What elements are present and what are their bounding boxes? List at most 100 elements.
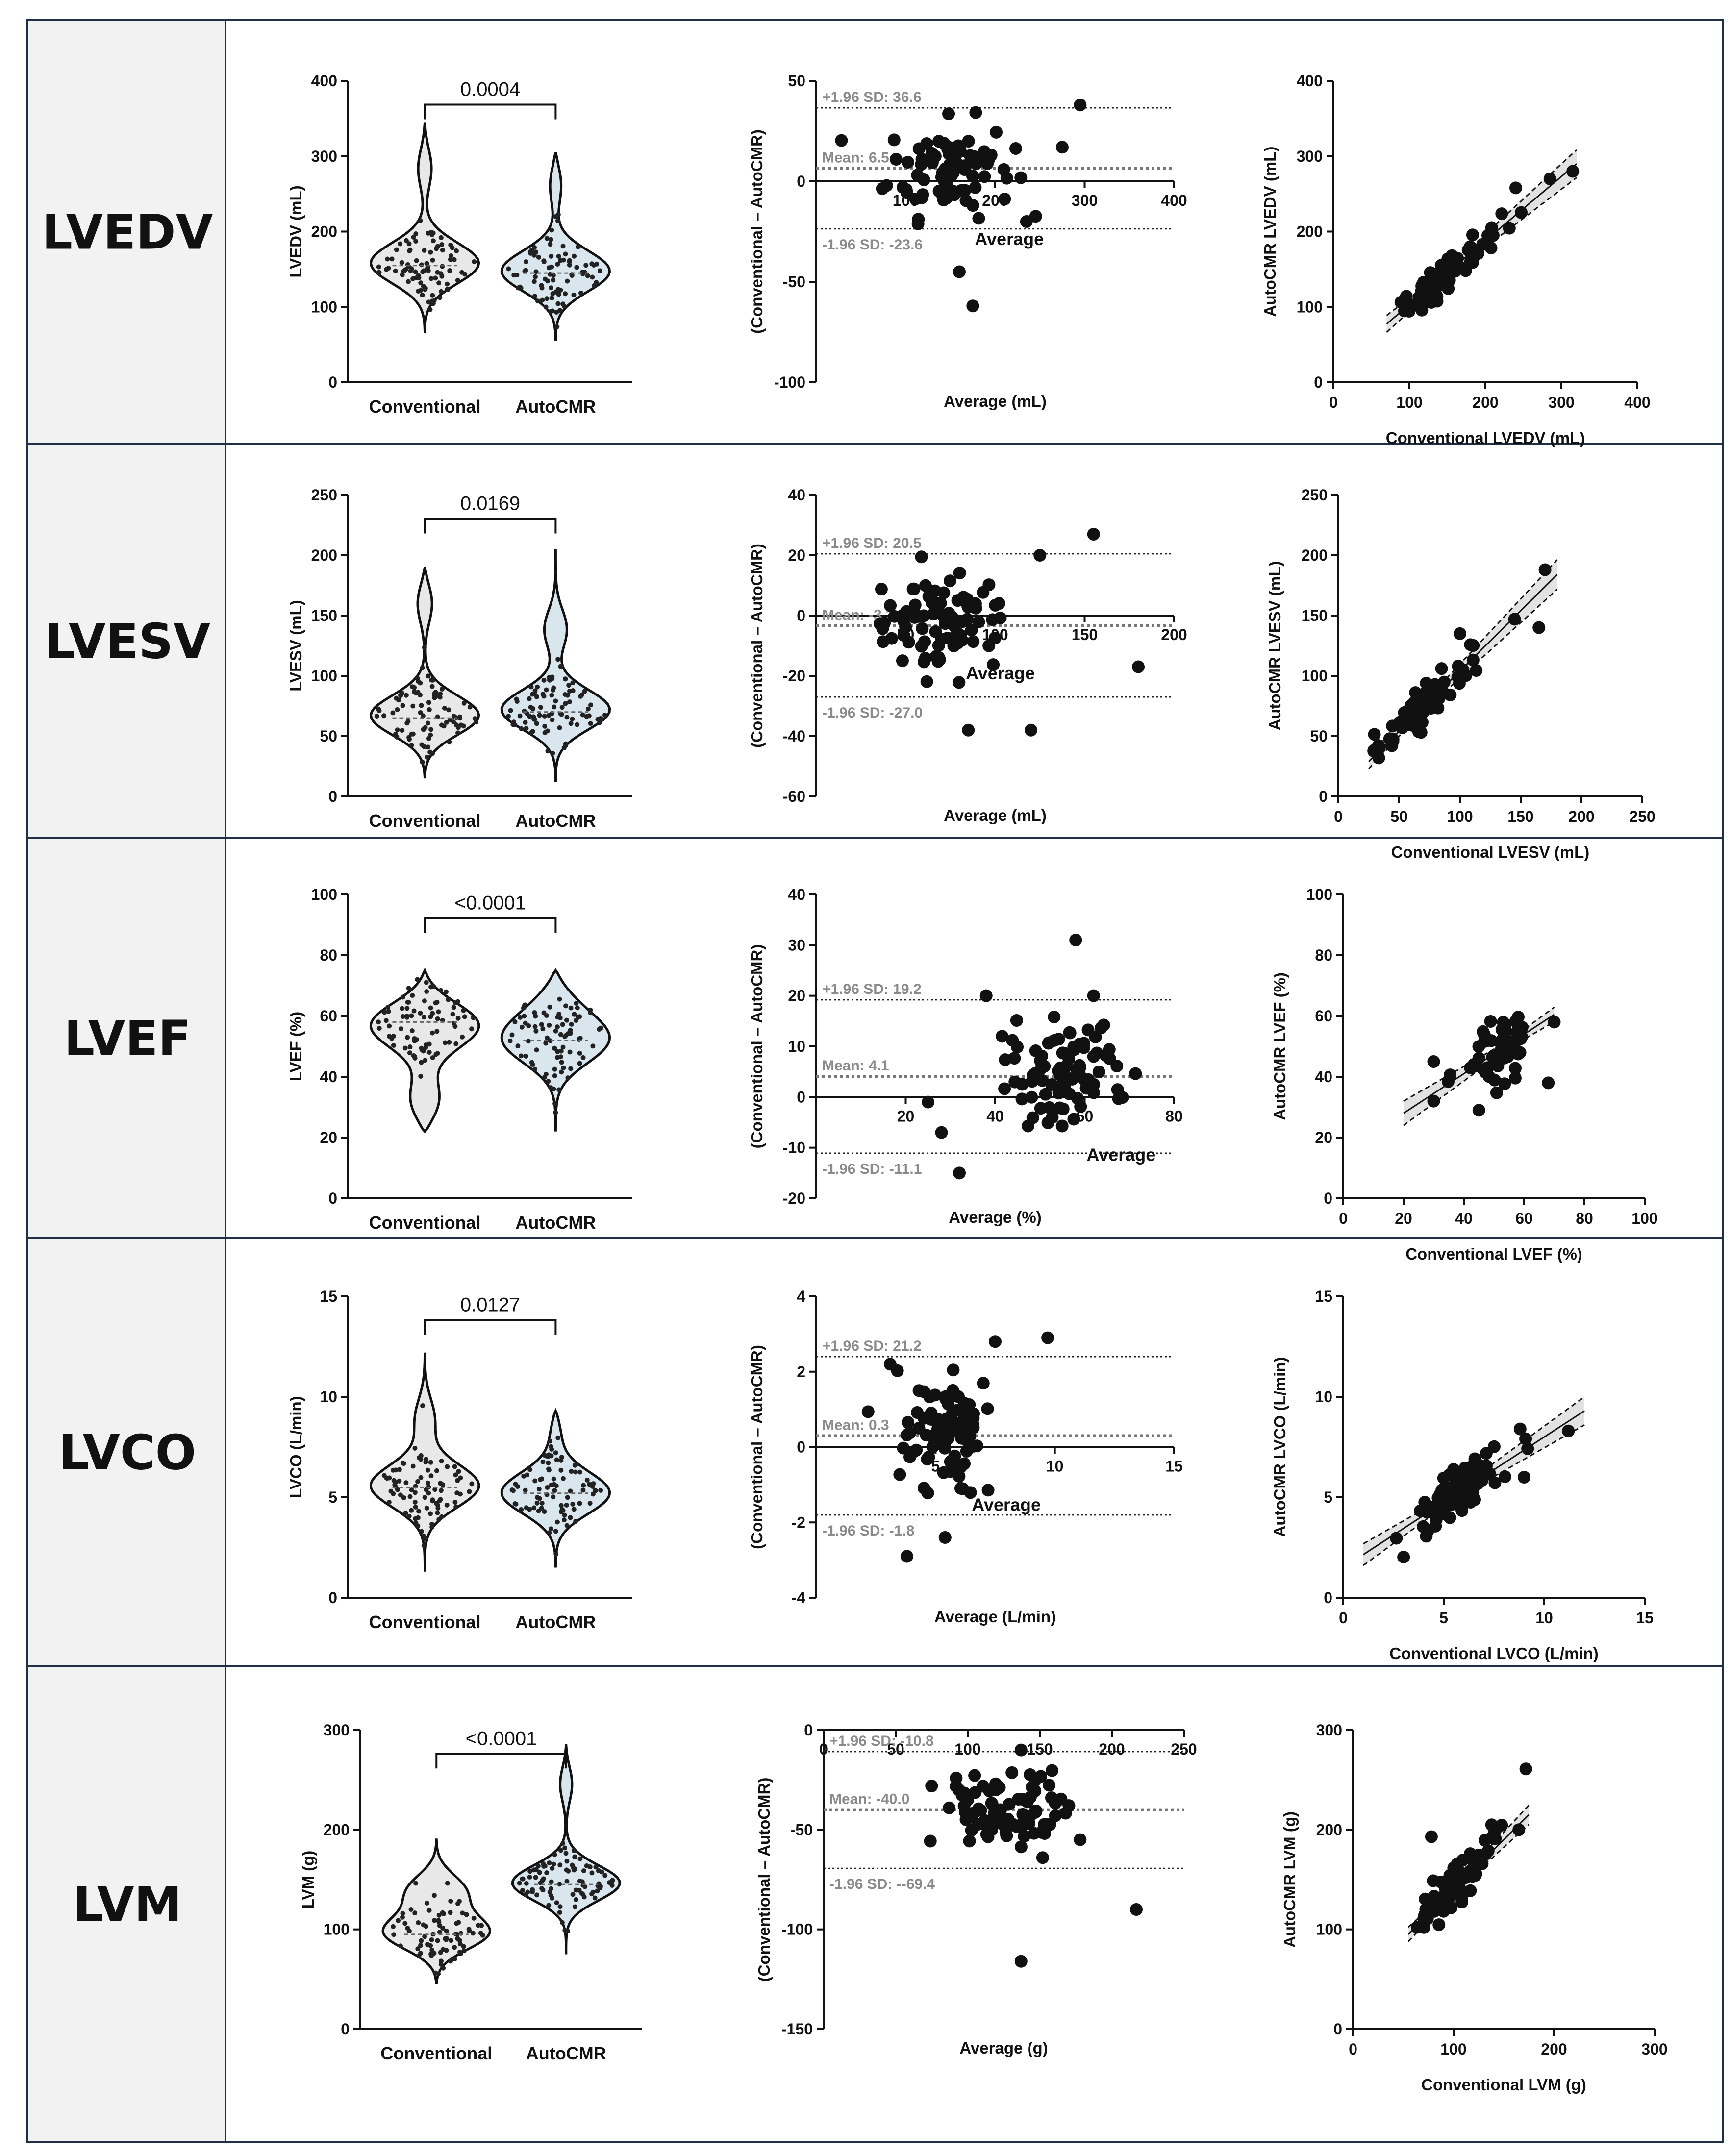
violin-dot [595, 1888, 600, 1894]
y-axis-title: (Conventional – AutoCMR) [748, 544, 766, 748]
x-tick-label: 40 [1455, 1210, 1473, 1227]
violin-dot [593, 1864, 599, 1870]
violin-dot [426, 1908, 432, 1913]
ba-point [935, 1126, 948, 1139]
violin-dot [434, 1000, 440, 1005]
ba-point [907, 582, 921, 595]
violin-dot [455, 277, 460, 283]
violin-dot [461, 1944, 466, 1949]
ba-point [989, 1335, 1002, 1348]
violin-dot [461, 1008, 466, 1013]
violin-dot [552, 1045, 557, 1051]
ba-point [942, 107, 955, 121]
ba-point [1020, 215, 1033, 228]
violin-dot [551, 1086, 556, 1091]
violin-dot [576, 244, 581, 249]
ba-point [920, 137, 933, 150]
violin-dot [573, 1887, 578, 1893]
violin-dot [440, 1947, 446, 1952]
violin-dot [457, 1491, 463, 1497]
ba-point [1029, 1067, 1042, 1080]
violin-dot [554, 324, 560, 329]
violin-dot [409, 1508, 414, 1513]
x-tick-label: 0 [1339, 1210, 1348, 1227]
lower-label: -1.96 SD: -1.8 [822, 1523, 914, 1539]
violin-dot [542, 1074, 548, 1080]
violin-dot [547, 1022, 552, 1028]
scatter-point [1415, 303, 1429, 317]
ba-point [1043, 1779, 1056, 1792]
ba-point [916, 622, 929, 635]
violin-dot [414, 1037, 420, 1042]
violin-dot [544, 687, 549, 693]
ba-point [1024, 1768, 1037, 1781]
correlation-panel: 00 50 50 100 100 150 150 200 200 250 250 AutoCMR LV… [1266, 486, 1656, 861]
ba-point [875, 583, 888, 596]
ba-point [982, 578, 996, 592]
ba-point [968, 1769, 981, 1782]
violin-dot [401, 1495, 406, 1500]
ba-point [945, 1423, 958, 1437]
significance-bracket [424, 103, 557, 120]
ba-point [925, 147, 938, 160]
ba-point [926, 1440, 939, 1454]
violin-dot [560, 301, 566, 307]
y-tick-label: 60 [1315, 1007, 1332, 1025]
upper-label: +1.96 SD: 36.6 [822, 89, 922, 105]
violin-dot [471, 1015, 476, 1020]
violin-dot [434, 1029, 440, 1034]
violin-dot [572, 1904, 577, 1909]
x-tick-label: 100 [1440, 2040, 1466, 2058]
scatter-point [1494, 1045, 1507, 1058]
violin-dot [534, 721, 539, 726]
violin-dot [548, 242, 553, 247]
ba-point [921, 1453, 934, 1466]
ba-point [1005, 1817, 1019, 1831]
violin-dot [422, 744, 427, 749]
violin-dot [553, 1028, 558, 1034]
scatter-point [1454, 627, 1466, 640]
y-tick-label: -10 [783, 1139, 805, 1157]
violin-dot [408, 1907, 414, 1912]
violin-dot [416, 288, 421, 294]
violin-dot [541, 677, 547, 683]
violin-dot [547, 677, 552, 683]
row-lvedv: LVEDV 0 100 200 300 400 LVEDV (mL) Conventional… [42, 72, 1651, 447]
ba-point [1022, 1817, 1035, 1830]
violin-dot [446, 997, 451, 1002]
ba-point [1000, 1829, 1013, 1842]
ba-point [1068, 1041, 1081, 1055]
y-tick-label: 0 [797, 1088, 805, 1106]
significance-bracket [424, 1319, 557, 1335]
violin-dot [581, 1868, 586, 1874]
violin-dot [450, 1012, 455, 1017]
violin-dot [589, 1870, 595, 1876]
violin-dot [527, 696, 532, 701]
violin-dot [384, 1476, 390, 1481]
violin-dot [597, 268, 602, 273]
violin-dot [413, 239, 419, 244]
violin-dot [557, 996, 562, 1002]
violin-dot [559, 705, 565, 710]
ba-point [988, 631, 1002, 644]
violin-dot [585, 273, 590, 278]
violin-dot [567, 699, 572, 705]
violin-dot [455, 730, 461, 736]
violin-dot [541, 1861, 546, 1866]
ba-point [952, 627, 965, 641]
violin-dot [531, 279, 537, 284]
ba-point [918, 1412, 931, 1425]
violin-dot [549, 264, 554, 270]
violin-dot [449, 1938, 454, 1943]
violin-dot [571, 1507, 577, 1512]
violin-dot [476, 1923, 481, 1928]
ba-point [1062, 1052, 1076, 1066]
x-tick-label: 100 [1396, 394, 1422, 411]
y-tick-label: -2 [792, 1513, 805, 1531]
violin-dot [562, 1845, 568, 1851]
violin-dot [563, 1003, 569, 1009]
ba-point [1000, 172, 1013, 185]
ba-point [889, 153, 903, 166]
violin-dot [448, 718, 453, 723]
violin-dot [524, 1881, 529, 1886]
